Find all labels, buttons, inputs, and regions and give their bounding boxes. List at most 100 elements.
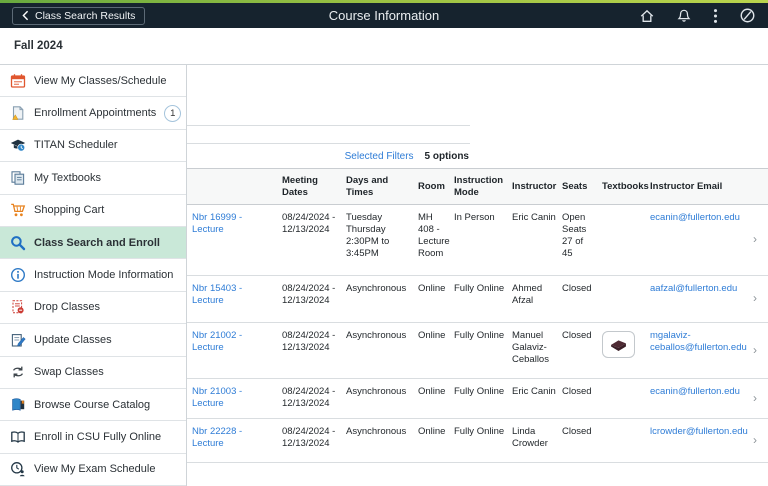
drop-doc-icon — [9, 299, 26, 316]
table-row[interactable]: Nbr 21002 - Lecture 08/24/2024 - 12/13/20… — [187, 323, 768, 379]
sidebar-item-update-classes[interactable]: Update Classes — [0, 324, 186, 357]
navbar-actions — [639, 7, 756, 24]
days-and-times: Tuesday Thursday 2:30PM to 3:45PM — [346, 212, 390, 259]
sidebar-item-instruction-mode-information[interactable]: Instruction Mode Information — [0, 259, 186, 292]
class-number-link[interactable]: Nbr 22228 - Lecture — [192, 426, 243, 449]
room: Online — [418, 283, 446, 294]
column-header: Days and Times — [346, 174, 389, 198]
instruction-mode: Fully Online — [454, 283, 505, 294]
meeting-dates: 08/24/2024 - 12/13/2024 — [282, 212, 336, 235]
instructor: Eric Canin — [512, 212, 556, 223]
room: Online — [418, 426, 446, 437]
class-number-link[interactable]: Nbr 16999 - Lecture — [192, 212, 243, 235]
seats-status: Closed — [562, 330, 592, 341]
seats-status: Open Seats 27 of 45 — [562, 212, 587, 259]
sidebar-item-label: TITAN Scheduler — [34, 139, 118, 152]
days-and-times: Asynchronous — [346, 330, 407, 341]
sidebar-item-label: Enroll in CSU Fully Online — [34, 430, 162, 443]
seats-status: Closed — [562, 283, 592, 294]
days-and-times: Asynchronous — [346, 386, 407, 397]
instruction-mode: In Person — [454, 212, 495, 223]
sidebar-item-drop-classes[interactable]: Drop Classes — [0, 292, 186, 325]
class-number-link[interactable]: Nbr 21002 - Lecture — [192, 330, 243, 353]
brand-strip — [0, 0, 768, 3]
column-header: Instructor Email — [650, 180, 723, 192]
row-chevron-icon[interactable]: › — [753, 390, 757, 405]
magnifier-icon — [9, 234, 26, 251]
sidebar-item-browse-course-catalog[interactable]: Browse Course Catalog — [0, 389, 186, 422]
class-number-link[interactable]: Nbr 15403 - Lecture — [192, 283, 243, 306]
instructor-email-link[interactable]: ecanin@fullerton.edu — [650, 386, 740, 397]
column-header — [192, 169, 282, 204]
navbar-compass-icon[interactable] — [739, 7, 756, 24]
sidebar-item-label: Swap Classes — [34, 366, 104, 379]
sidebar-item-label: Shopping Cart — [34, 204, 105, 217]
table-header-row: Meeting Dates Days and Times Room Instructi… — [187, 168, 768, 205]
table-row[interactable]: Nbr 21003 - Lecture 08/24/2024 - 12/13/20… — [187, 379, 768, 419]
sidebar-item-titan-scheduler[interactable]: TITAN Scheduler — [0, 130, 186, 163]
back-button[interactable]: Class Search Results — [12, 6, 146, 25]
table-row[interactable]: Nbr 16999 - Lecture 08/24/2024 - 12/13/20… — [187, 205, 768, 276]
sidebar-item-view-my-exam-schedule[interactable]: View My Exam Schedule — [0, 454, 186, 486]
filter-options-count: 5 options — [424, 150, 469, 162]
column-header: Room — [418, 180, 445, 192]
instructor-email-link[interactable]: ecanin@fullerton.edu — [650, 212, 740, 223]
row-chevron-icon[interactable]: › — [753, 232, 757, 246]
class-number-link[interactable]: Nbr 21003 - Lecture — [192, 386, 243, 409]
sidebar-item-label: Drop Classes — [34, 301, 101, 314]
badge-count: 1 — [164, 104, 182, 122]
seats-status: Closed — [562, 386, 592, 397]
sidebar: View My Classes/Schedule Enrollment Appoi… — [0, 65, 187, 486]
instructor-email-link[interactable]: aafzal@fullerton.edu — [650, 283, 738, 294]
sidebar-item-enrollment-appointments[interactable]: Enrollment Appointments 1 — [0, 97, 186, 130]
sidebar-item-label: Class Search and Enroll — [34, 236, 160, 249]
days-and-times: Asynchronous — [346, 426, 407, 437]
row-chevron-icon[interactable]: › — [753, 291, 757, 305]
sidebar-item-label: Instruction Mode Information — [34, 269, 174, 282]
days-and-times: Asynchronous — [346, 283, 407, 294]
sidebar-item-label: Browse Course Catalog — [34, 398, 151, 411]
meeting-dates: 08/24/2024 - 12/13/2024 — [282, 330, 336, 353]
meeting-dates: 08/24/2024 - 12/13/2024 — [282, 386, 336, 409]
meeting-dates: 08/24/2024 - 12/13/2024 — [282, 283, 336, 306]
column-header: Instruction Mode — [454, 174, 504, 198]
course-info-panel-divider-2 — [187, 126, 470, 144]
home-icon[interactable] — [639, 8, 655, 24]
room: Online — [418, 330, 446, 341]
table-row[interactable]: Nbr 22228 - Lecture 08/24/2024 - 12/13/20… — [187, 419, 768, 463]
open-book-icon — [9, 428, 26, 445]
instructor-email-link[interactable]: mgalaviz-ceballos@fullerton.edu — [650, 330, 747, 353]
class-sections-table: Meeting Dates Days and Times Room Instructi… — [187, 168, 768, 463]
cart-icon — [9, 202, 26, 219]
sidebar-item-enroll-in-csu-fully-online[interactable]: Enroll in CSU Fully Online — [0, 421, 186, 454]
term-label: Fall 2024 — [0, 28, 768, 65]
course-info-panel-divider — [187, 65, 470, 126]
instructor: Ahmed Afzal — [512, 283, 543, 306]
row-chevron-icon[interactable]: › — [753, 432, 757, 447]
row-chevron-icon[interactable]: › — [753, 342, 757, 357]
column-header: Seats — [562, 180, 588, 192]
sidebar-item-swap-classes[interactable]: Swap Classes — [0, 357, 186, 389]
instruction-mode: Fully Online — [454, 426, 505, 437]
sidebar-item-class-search-and-enroll[interactable]: Class Search and Enroll — [0, 226, 186, 260]
table-row[interactable]: Nbr 15403 - Lecture 08/24/2024 - 12/13/20… — [187, 276, 768, 323]
meeting-dates: 08/24/2024 - 12/13/2024 — [282, 426, 336, 449]
exam-clock-icon — [9, 461, 26, 478]
instructor: Linda Crowder — [512, 426, 548, 449]
selected-filters-link[interactable]: Selected Filters — [344, 150, 414, 162]
sidebar-item-label: My Textbooks — [34, 171, 102, 184]
grad-cap-icon — [9, 137, 26, 154]
sidebar-item-label: Update Classes — [34, 333, 112, 346]
sidebar-item-shopping-cart[interactable]: Shopping Cart — [0, 195, 186, 227]
instructor: Manuel Galaviz-Ceballos — [512, 330, 549, 365]
instructor-email-link[interactable]: lcrowder@fullerton.edu — [650, 426, 748, 437]
notifications-bell-icon[interactable] — [676, 8, 692, 24]
textbooks-button[interactable] — [602, 331, 635, 358]
instruction-mode: Fully Online — [454, 330, 505, 341]
column-header: Instructor — [512, 180, 557, 192]
catalog-book-icon — [9, 396, 26, 413]
sidebar-item-my-textbooks[interactable]: My Textbooks — [0, 162, 186, 195]
actions-kebab-icon[interactable] — [713, 8, 718, 24]
sidebar-item-view-my-classes-schedule[interactable]: View My Classes/Schedule — [0, 65, 186, 98]
seats-status: Closed — [562, 426, 592, 437]
